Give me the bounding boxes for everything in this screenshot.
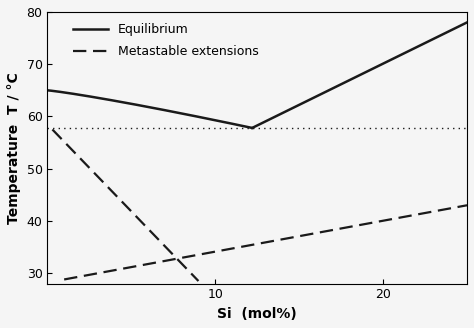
Equilibrium <box>249 126 255 130</box>
Equilibrium <box>166 109 172 113</box>
Metastable extensions <box>50 128 55 132</box>
Equilibrium <box>166 109 172 113</box>
X-axis label: Si  (mol%): Si (mol%) <box>218 307 297 321</box>
Equilibrium <box>45 88 50 92</box>
Equilibrium <box>217 119 223 123</box>
Line: Metastable extensions: Metastable extensions <box>53 130 199 281</box>
Y-axis label: Temperature  T / °C: Temperature T / °C <box>7 72 21 224</box>
Metastable extensions <box>196 279 201 283</box>
Equilibrium <box>45 89 51 92</box>
Equilibrium <box>230 122 236 126</box>
Equilibrium <box>170 110 175 114</box>
Line: Equilibrium: Equilibrium <box>47 90 252 128</box>
Legend: Equilibrium, Metastable extensions: Equilibrium, Metastable extensions <box>71 21 261 61</box>
